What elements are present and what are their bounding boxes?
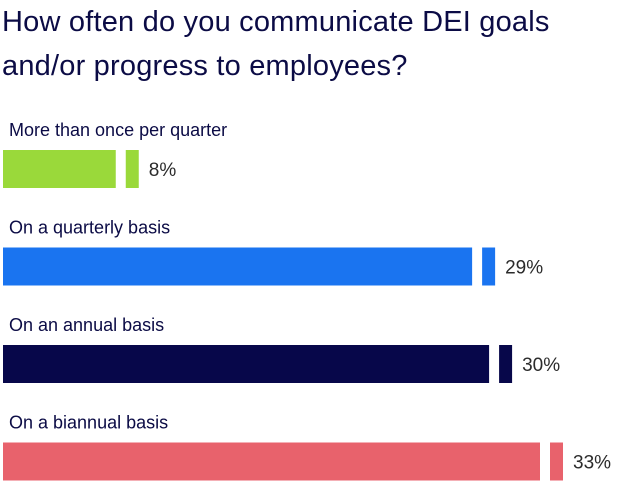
category-label: On an annual basis bbox=[9, 315, 164, 335]
bar-cap bbox=[482, 247, 496, 286]
bar bbox=[3, 345, 490, 383]
category-label: On a biannual basis bbox=[9, 413, 168, 433]
bar-cap bbox=[550, 442, 563, 481]
category-label: More than once per quarter bbox=[9, 120, 227, 140]
bar bbox=[3, 150, 116, 188]
bar-cap bbox=[125, 150, 139, 188]
bar bbox=[3, 247, 473, 286]
chart-title: How often do you communicate DEI goals a… bbox=[2, 6, 550, 82]
value-label: 33% bbox=[573, 453, 611, 474]
category-label: On a quarterly basis bbox=[9, 218, 170, 238]
value-label: 30% bbox=[522, 355, 560, 376]
value-label: 8% bbox=[149, 160, 177, 181]
bar-cap bbox=[499, 345, 513, 383]
bar bbox=[3, 442, 540, 481]
value-label: 29% bbox=[505, 258, 543, 279]
